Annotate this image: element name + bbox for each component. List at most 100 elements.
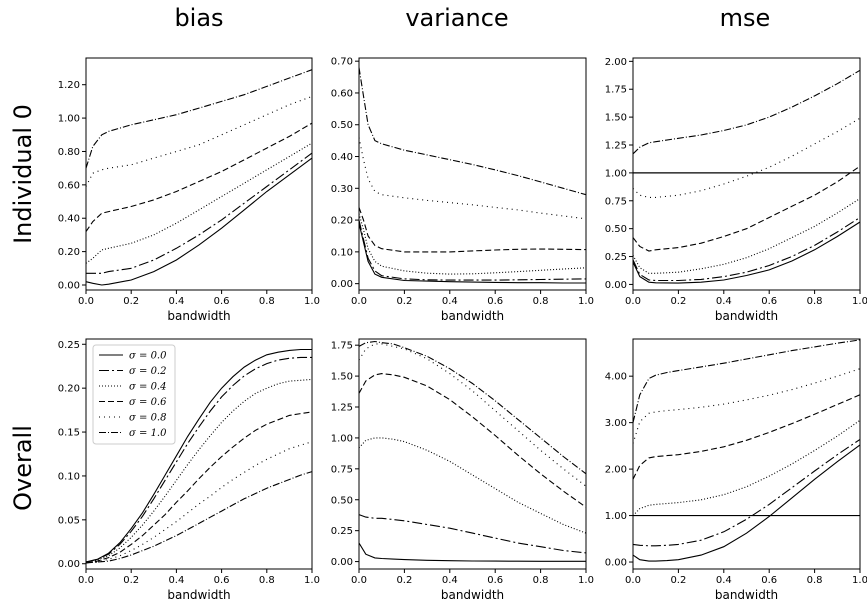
panel-individual-mse: 0.0 0.2 0.4 0.6 0.8 1.0 0.00 0.25 0.50 0.75 1.00 1.… — [605, 57, 867, 323]
column-title-bias: bias — [174, 4, 223, 32]
series-line-sigma-0.6 — [85, 122, 313, 232]
y-tick-label: 0.25 — [58, 340, 80, 351]
x-tick-label: 0.8 — [259, 575, 275, 586]
series-line-sigma-1.0 — [632, 339, 861, 423]
y-tick-label: 0.40 — [58, 214, 80, 225]
series-line-sigma-0.8 — [632, 117, 861, 198]
series-line-sigma-0.4 — [358, 437, 587, 534]
y-tick-label: 0.25 — [605, 252, 627, 263]
panel-overall-mse: 0.0 0.2 0.4 0.6 0.8 1.0 0.00 1.00 2.00 3.00 4.00 ba… — [605, 338, 867, 602]
axes-frame — [358, 338, 587, 570]
series-line-sigma-0.0 — [85, 348, 312, 563]
x-tick-label: 0.6 — [487, 575, 503, 586]
y-tick-label: 1.75 — [605, 85, 627, 96]
x-tick-label: 0.2 — [670, 575, 686, 586]
series-line-sigma-0.6 — [358, 207, 587, 253]
x-tick-label: 0.2 — [396, 296, 412, 307]
y-tick-label: 0.00 — [605, 280, 627, 291]
series-line-sigma-1.0 — [85, 471, 313, 564]
x-tick-label: 1.0 — [304, 575, 320, 586]
y-tick-label: 0.60 — [58, 180, 80, 191]
y-tick-label: 0.75 — [605, 196, 627, 207]
series-line-sigma-1.0 — [358, 340, 587, 475]
x-tick-label: 0.2 — [123, 296, 139, 307]
y-tick-label: 0.00 — [331, 557, 353, 568]
series-line-sigma-1.0 — [358, 67, 587, 196]
series-line-sigma-0.2 — [358, 219, 587, 281]
x-tick-label: 0.0 — [351, 296, 367, 307]
x-tick-label: 0.8 — [533, 296, 549, 307]
x-tick-label: 0.0 — [78, 296, 94, 307]
column-title-mse: mse — [720, 4, 771, 32]
series-line-sigma-0.6 — [85, 411, 313, 564]
y-tick-label: 0.40 — [331, 152, 353, 163]
y-tick-label: 0.20 — [58, 247, 80, 258]
series-line-sigma-0.8 — [632, 368, 861, 444]
x-tick-label: 0.8 — [259, 296, 275, 307]
x-tick-label: 0.2 — [670, 296, 686, 307]
y-tick-label: 0.05 — [58, 515, 80, 526]
x-tick-label: 1.0 — [852, 575, 867, 586]
x-tick-label: 0.0 — [625, 296, 641, 307]
y-tick-label: 0.60 — [331, 88, 353, 99]
y-tick-label: 2.00 — [605, 465, 627, 476]
series-line-sigma-0.2 — [86, 152, 313, 274]
axes-frame — [632, 57, 861, 291]
axes-frame — [85, 57, 313, 291]
row-title-overall: Overall — [9, 425, 37, 511]
series-line-sigma-0.2 — [85, 356, 312, 563]
x-tick-label: 0.2 — [123, 575, 139, 586]
y-tick-label: 0.25 — [331, 526, 353, 537]
y-tick-label: 2.00 — [605, 57, 627, 68]
x-tick-label: 1.0 — [578, 296, 594, 307]
x-tick-label: 0.8 — [807, 296, 823, 307]
x-tick-label: 0.4 — [442, 575, 458, 586]
series-line-sigma-0.4 — [632, 198, 861, 274]
y-tick-label: 1.00 — [58, 114, 80, 125]
y-tick-label: 0.15 — [58, 428, 80, 439]
y-tick-label: 1.00 — [605, 168, 627, 179]
x-tick-label: 0.6 — [214, 296, 230, 307]
series-line-sigma-0.2 — [358, 514, 587, 554]
y-tick-label: 1.25 — [605, 141, 627, 152]
x-tick-label: 0.2 — [396, 575, 412, 586]
panel-individual-bias: 0.0 0.2 0.4 0.6 0.8 1.0 0.00 0.20 0.40 0.60 0.80 1.… — [58, 57, 320, 323]
axes-frame — [358, 57, 587, 291]
y-tick-label: 0.00 — [58, 280, 80, 291]
series-line-sigma-0.8 — [358, 137, 587, 220]
x-axis-label: bandwidth — [441, 309, 504, 323]
x-tick-label: 0.0 — [351, 575, 367, 586]
y-tick-label: 1.50 — [605, 113, 627, 124]
legend-label: σ = 0.6 — [129, 397, 167, 408]
y-tick-label: 0.50 — [605, 224, 627, 235]
series-line-sigma-0.0 — [358, 223, 586, 284]
legend-box — [92, 344, 176, 445]
y-tick-label: 0.75 — [331, 464, 353, 475]
legend: σ = 0.0 σ = 0.2 σ = 0.4 σ = 0.6 σ = 0.8 σ = 1… — [92, 344, 176, 445]
x-axis-label: bandwidth — [167, 309, 230, 323]
series-line-sigma-0.8 — [358, 343, 587, 487]
y-tick-label: 1.00 — [331, 433, 353, 444]
series-line-sigma-0.4 — [85, 378, 313, 563]
series-line-sigma-0.8 — [85, 95, 313, 187]
x-axis-label: bandwidth — [167, 588, 230, 602]
x-tick-label: 0.6 — [214, 575, 230, 586]
x-axis-label: bandwidth — [441, 588, 504, 602]
x-axis-label: bandwidth — [715, 588, 778, 602]
y-tick-label: 1.00 — [605, 511, 627, 522]
y-tick-label: 0.50 — [331, 120, 353, 131]
series-line-sigma-0.2 — [632, 217, 861, 282]
series-line-sigma-0.6 — [632, 165, 861, 252]
series-line-sigma-0.4 — [358, 213, 587, 275]
panel-overall-bias: 0.0 0.2 0.4 0.6 0.8 1.0 0.00 0.05 0.10 0.15 0.20 0.… — [58, 338, 320, 602]
series-line-sigma-0.2 — [632, 438, 861, 547]
y-tick-label: 1.75 — [331, 341, 353, 352]
panel-overall-variance: 0.0 0.2 0.4 0.6 0.8 1.0 0.00 0.25 0.50 0.75 1.00 1.… — [331, 338, 594, 602]
panel-individual-variance: 0.0 0.2 0.4 0.6 0.8 1.0 0.00 0.10 0.20 0.30 0.40 0.… — [331, 57, 594, 323]
legend-label: σ = 0.0 — [129, 351, 167, 362]
y-tick-label: 1.25 — [331, 403, 353, 414]
y-tick-label: 0.00 — [605, 558, 627, 569]
x-tick-label: 0.4 — [168, 296, 184, 307]
series-line-sigma-0.4 — [632, 419, 861, 516]
